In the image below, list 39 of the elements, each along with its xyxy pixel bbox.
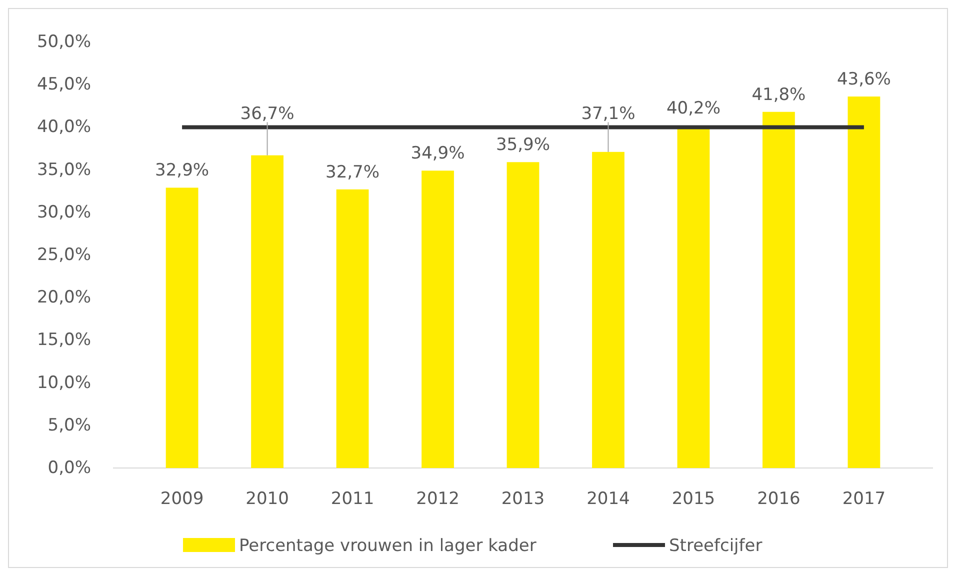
data-label: 43,6% <box>836 70 891 90</box>
y-tick-label: 15,0% <box>36 330 91 350</box>
data-label: 37,1% <box>581 104 636 124</box>
y-tick-label: 10,0% <box>36 372 91 393</box>
y-tick-label: 40,0% <box>36 117 91 138</box>
legend-label: Streefcijfer <box>669 536 762 556</box>
y-tick-label: 45,0% <box>36 74 91 95</box>
bar <box>592 152 624 468</box>
x-tick-label: 2015 <box>672 489 716 509</box>
bar <box>336 189 369 468</box>
y-tick-label: 0,0% <box>48 458 91 478</box>
data-label: 32,9% <box>155 160 210 181</box>
y-tick-label: 20,0% <box>36 288 91 308</box>
data-label: 36,7% <box>240 104 294 124</box>
y-tick-label: 5,0% <box>48 415 91 436</box>
bar <box>506 162 540 468</box>
x-tick-label: 2017 <box>842 489 886 509</box>
data-label: 32,7% <box>326 162 380 182</box>
bar <box>251 155 284 468</box>
bar <box>166 188 198 468</box>
x-tick-label: 2011 <box>330 489 374 509</box>
y-tick-label: 35,0% <box>36 160 91 180</box>
x-tick-label: 2014 <box>586 489 630 509</box>
y-tick-label: 25,0% <box>36 245 91 265</box>
x-tick-label: 2009 <box>160 489 204 509</box>
data-label: 35,9% <box>496 135 550 156</box>
x-tick-label: 2013 <box>501 489 545 509</box>
bar <box>762 112 795 468</box>
data-label: 40,2% <box>666 98 720 118</box>
x-tick-label: 2016 <box>757 489 800 509</box>
data-label: 41,8% <box>752 84 806 105</box>
bar <box>422 170 454 468</box>
y-tick-label: 50,0% <box>36 32 91 52</box>
x-tick-label: 2010 <box>246 489 289 509</box>
data-label: 34,9% <box>410 144 465 164</box>
bar <box>848 96 880 468</box>
x-tick-label: 2012 <box>416 489 460 509</box>
legend-label: Percentage vrouwen in lager kader <box>239 536 536 556</box>
y-tick-label: 30,0% <box>36 202 91 222</box>
